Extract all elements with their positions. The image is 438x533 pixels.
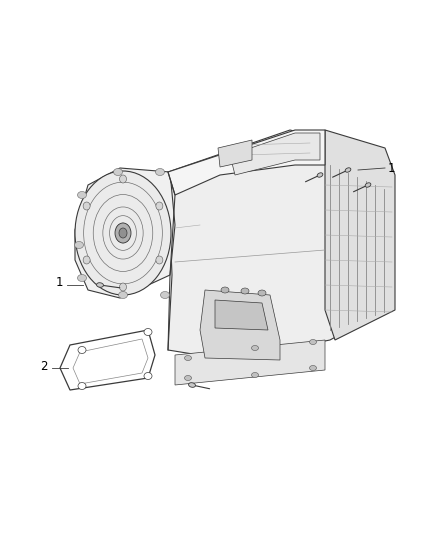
Polygon shape xyxy=(215,300,268,330)
Ellipse shape xyxy=(119,292,127,298)
Ellipse shape xyxy=(241,288,249,294)
Ellipse shape xyxy=(156,256,163,264)
Ellipse shape xyxy=(160,292,170,298)
Ellipse shape xyxy=(188,383,195,387)
Ellipse shape xyxy=(251,373,258,377)
Ellipse shape xyxy=(78,191,86,198)
Polygon shape xyxy=(175,340,325,385)
Ellipse shape xyxy=(83,202,90,210)
Ellipse shape xyxy=(78,346,86,353)
Ellipse shape xyxy=(184,376,191,381)
Ellipse shape xyxy=(120,283,127,291)
Ellipse shape xyxy=(251,345,258,351)
Ellipse shape xyxy=(144,328,152,335)
Ellipse shape xyxy=(75,171,171,295)
Ellipse shape xyxy=(156,202,163,210)
Polygon shape xyxy=(75,168,175,298)
Polygon shape xyxy=(325,130,395,340)
Ellipse shape xyxy=(83,256,90,264)
Polygon shape xyxy=(230,133,320,175)
Ellipse shape xyxy=(310,366,317,370)
Polygon shape xyxy=(168,130,325,195)
Text: 2: 2 xyxy=(40,359,48,373)
Ellipse shape xyxy=(113,168,123,175)
Ellipse shape xyxy=(310,340,317,344)
Polygon shape xyxy=(200,290,280,360)
Text: 1: 1 xyxy=(388,161,396,174)
Ellipse shape xyxy=(78,383,86,390)
Polygon shape xyxy=(218,140,252,167)
Ellipse shape xyxy=(317,173,323,177)
Ellipse shape xyxy=(221,287,229,293)
Text: 1: 1 xyxy=(56,277,63,289)
Ellipse shape xyxy=(78,274,86,281)
Ellipse shape xyxy=(119,228,127,238)
Ellipse shape xyxy=(155,168,165,175)
Ellipse shape xyxy=(365,183,371,187)
Ellipse shape xyxy=(74,241,84,248)
Ellipse shape xyxy=(96,282,103,287)
Polygon shape xyxy=(168,130,385,360)
Ellipse shape xyxy=(120,175,127,183)
Ellipse shape xyxy=(144,373,152,379)
Ellipse shape xyxy=(345,168,351,172)
Ellipse shape xyxy=(115,223,131,243)
Ellipse shape xyxy=(184,356,191,360)
Ellipse shape xyxy=(258,290,266,296)
